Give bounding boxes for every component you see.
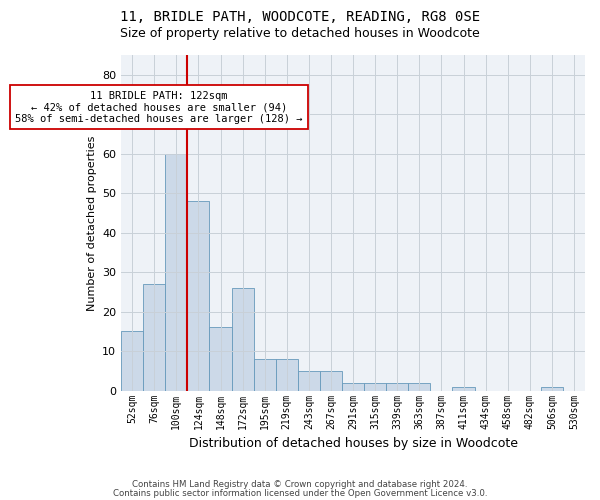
Bar <box>187 201 209 390</box>
Bar <box>254 359 276 390</box>
Y-axis label: Number of detached properties: Number of detached properties <box>86 135 97 310</box>
X-axis label: Distribution of detached houses by size in Woodcote: Distribution of detached houses by size … <box>188 437 518 450</box>
Bar <box>386 382 408 390</box>
Bar <box>364 382 386 390</box>
Bar <box>452 386 475 390</box>
Bar <box>408 382 430 390</box>
Bar <box>232 288 254 390</box>
Bar <box>209 328 232 390</box>
Bar <box>320 371 342 390</box>
Bar <box>121 332 143 390</box>
Bar <box>276 359 298 390</box>
Bar <box>541 386 563 390</box>
Text: Size of property relative to detached houses in Woodcote: Size of property relative to detached ho… <box>120 28 480 40</box>
Text: Contains public sector information licensed under the Open Government Licence v3: Contains public sector information licen… <box>113 490 487 498</box>
Text: 11, BRIDLE PATH, WOODCOTE, READING, RG8 0SE: 11, BRIDLE PATH, WOODCOTE, READING, RG8 … <box>120 10 480 24</box>
Bar <box>165 154 187 390</box>
Text: Contains HM Land Registry data © Crown copyright and database right 2024.: Contains HM Land Registry data © Crown c… <box>132 480 468 489</box>
Bar <box>342 382 364 390</box>
Text: 11 BRIDLE PATH: 122sqm
← 42% of detached houses are smaller (94)
58% of semi-det: 11 BRIDLE PATH: 122sqm ← 42% of detached… <box>15 90 302 124</box>
Bar <box>298 371 320 390</box>
Bar <box>143 284 165 391</box>
